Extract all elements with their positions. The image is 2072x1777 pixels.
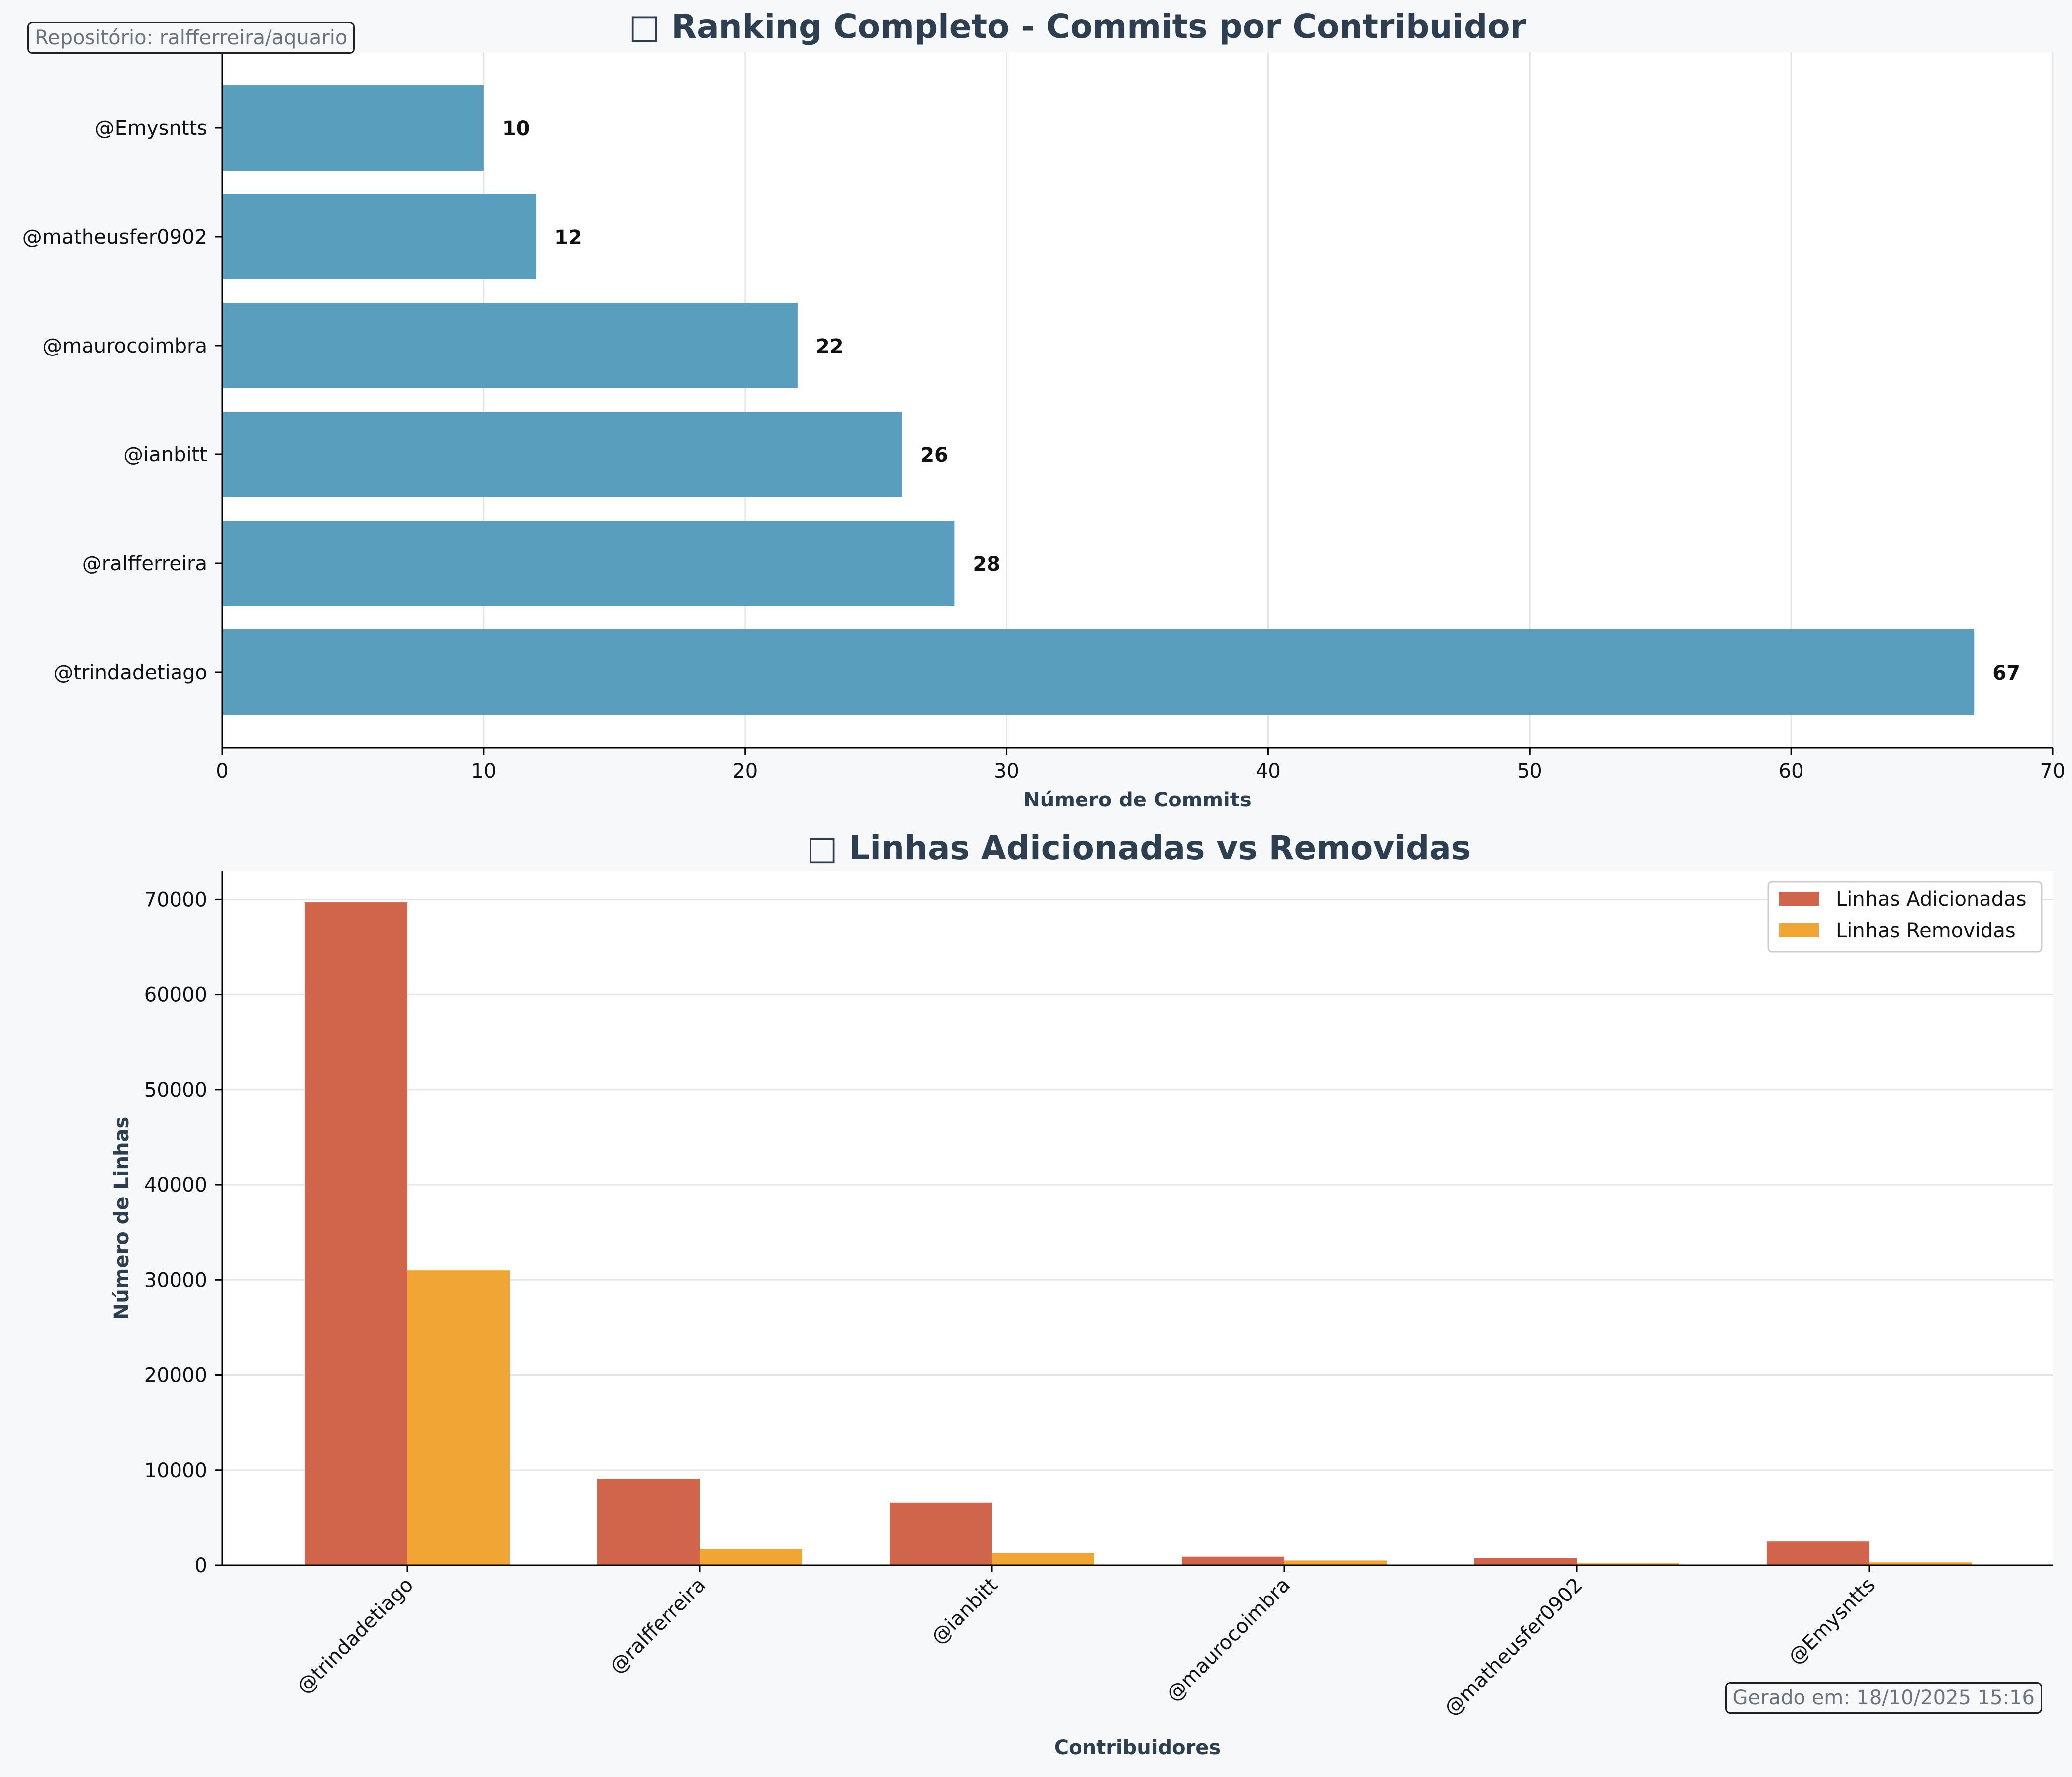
y-tick-label: 60000 <box>144 984 207 1007</box>
lines-removed-bar <box>1284 1560 1387 1565</box>
repository-label: Repositório: ralfferreira/aquario <box>27 22 355 54</box>
x-axis-title: Número de Commits <box>1023 789 1251 811</box>
y-tick-label: 50000 <box>144 1079 207 1102</box>
bar-value-label: 67 <box>1992 662 2020 685</box>
legend-label: Linhas Adicionadas <box>1836 888 2027 911</box>
lines-removed-bar <box>1577 1563 1679 1565</box>
legend-swatch <box>1779 892 1819 906</box>
x-tick-label: 70 <box>2040 760 2066 783</box>
commit-bar <box>222 412 902 497</box>
x-tick-label: 20 <box>732 760 758 783</box>
x-tick-label: 60 <box>1779 760 1804 783</box>
bar-value-label: 28 <box>973 553 1000 576</box>
x-tick-label: @maurocoimbra <box>1162 1574 1295 1706</box>
y-tick-label: 10000 <box>144 1459 207 1482</box>
x-tick-label: @ralfferreira <box>605 1574 710 1679</box>
plot-area <box>222 871 2053 1565</box>
y-tick-label: 40000 <box>144 1174 207 1197</box>
bar-value-label: 26 <box>920 444 948 467</box>
lines-added-bar <box>1474 1558 1577 1565</box>
x-tick-label: 10 <box>471 760 496 783</box>
x-tick-label: @ianbitt <box>927 1574 1002 1649</box>
y-tick-label: @Emysntts <box>95 117 207 140</box>
x-tick-label: 0 <box>216 760 228 783</box>
y-tick-label: 30000 <box>144 1269 207 1292</box>
title-icon: □ <box>807 829 837 867</box>
title-icon: □ <box>629 7 660 46</box>
x-axis-title: Contribuidores <box>1054 1736 1221 1759</box>
lines-added-bar <box>1767 1541 1869 1565</box>
x-tick-label: @Emysntts <box>1784 1574 1880 1670</box>
commit-bar <box>222 85 484 171</box>
chart-title: □ Ranking Completo - Commits por Contrib… <box>629 7 1527 46</box>
title-text: Linhas Adicionadas vs Removidas <box>849 829 1471 867</box>
y-tick-label: @ralfferreira <box>82 552 207 575</box>
y-tick-label: @matheusfer0902 <box>22 226 207 249</box>
y-tick-label: 0 <box>195 1554 207 1577</box>
lines-added-bar <box>1182 1556 1284 1565</box>
legend-swatch <box>1779 923 1819 937</box>
y-tick-label: @trindadetiago <box>53 661 207 684</box>
y-axis-title: Número de Linhas <box>110 1117 133 1320</box>
x-tick-label: 30 <box>994 760 1019 783</box>
y-tick-label: 20000 <box>144 1364 207 1387</box>
x-tick-label: 40 <box>1256 760 1281 783</box>
commit-bar <box>222 629 1975 715</box>
commit-bar <box>222 194 537 279</box>
commits-ranking-chart: 67 @trindadetiago 28 @ralfferreira 26 @ianbit… <box>22 7 2066 811</box>
title-text: Ranking Completo - Commits por Contribui… <box>671 7 1526 46</box>
lines-added-bar <box>597 1478 700 1565</box>
bar-value-label: 12 <box>554 226 582 249</box>
legend: Linhas Adicionadas Linhas Removidas <box>1767 881 2043 953</box>
y-tick-label: @maurocoimbra <box>42 335 207 357</box>
y-tick-label: 70000 <box>144 888 207 911</box>
commit-bar <box>222 521 955 606</box>
lines-removed-bar <box>1869 1562 1972 1565</box>
x-tick-label: @trindadetiago <box>293 1574 418 1698</box>
bar-value-label: 10 <box>502 117 530 140</box>
lines-added-removed-chart: 0 10000 20000 30000 40000 50000 60000 70000 @tri… <box>110 829 2053 1759</box>
x-tick-label: 50 <box>1517 760 1542 783</box>
lines-removed-bar <box>407 1270 510 1565</box>
lines-removed-bar <box>700 1549 802 1565</box>
lines-added-bar <box>305 902 407 1565</box>
y-tick-label: @ianbitt <box>123 444 207 466</box>
bar-value-label: 22 <box>816 335 844 358</box>
chart-title: □ Linhas Adicionadas vs Removidas <box>807 829 1471 867</box>
x-tick-label: @matheusfer0902 <box>1440 1574 1587 1721</box>
generated-at-label: Gerado em: 18/10/2025 15:16 <box>1725 1682 2042 1714</box>
commit-bar <box>222 303 798 388</box>
legend-label: Linhas Removidas <box>1836 919 2016 942</box>
lines-removed-bar <box>992 1553 1094 1565</box>
legend-box <box>1767 881 2043 953</box>
lines-added-bar <box>890 1502 992 1565</box>
